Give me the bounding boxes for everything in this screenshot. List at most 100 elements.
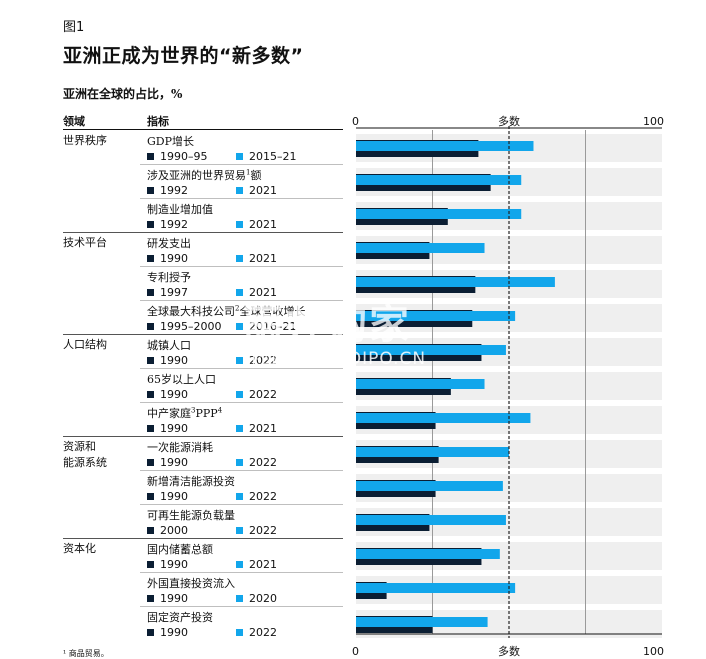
indicator-text: 专利授予 (147, 271, 191, 284)
legend-year: 2021 (249, 422, 277, 435)
legend-year: 2022 (249, 388, 277, 401)
bar-recent (356, 209, 522, 219)
legend-swatch (147, 153, 154, 160)
group-separator (63, 334, 343, 335)
legend-year: 2021 (249, 558, 277, 571)
legend-swatch (236, 187, 243, 194)
legend-item: 2022 (236, 626, 277, 639)
indicator-label: 国内储蓄总额 (147, 541, 213, 557)
legend-item: 2022 (236, 456, 277, 469)
legend-item: 2000 (147, 524, 188, 537)
chart-subtitle: 亚洲在全球的占比，% (63, 87, 183, 101)
legend-item: 1990 (147, 388, 188, 401)
bar-recent (356, 481, 503, 491)
indicator-text: GDP增长 (147, 135, 195, 148)
legend-year: 1990 (160, 558, 188, 571)
majority-label-bottom: 多数 (498, 644, 520, 658)
indicator-text: 涉及亚洲的世界贸易 (147, 169, 246, 182)
legend-swatch (147, 323, 154, 330)
legend-item: 2021 (236, 286, 277, 299)
indicator-label: 涉及亚洲的世界贸易1额 (147, 167, 261, 183)
legend-year: 2021 (249, 252, 277, 265)
legend-item: 1997 (147, 286, 188, 299)
row-separator (140, 572, 343, 573)
tick-label-top: 100 (643, 115, 664, 128)
indicator-text: 一次能源消耗 (147, 441, 213, 454)
indicator-text: 国内储蓄总额 (147, 543, 213, 556)
footnote-marker: 4 (217, 406, 223, 415)
legend-swatch (147, 289, 154, 296)
legend-year: 2021 (249, 286, 277, 299)
legend-item: 1990–95 (147, 150, 208, 163)
indicator-label: 城镇人口 (147, 337, 191, 353)
domain-header: 领域 (63, 115, 85, 128)
majority-label-top: 多数 (498, 114, 520, 128)
legend-item: 1990 (147, 626, 188, 639)
indicator-label: 研发支出 (147, 235, 191, 251)
legend-item: 2022 (236, 524, 277, 537)
group-separator (63, 232, 343, 233)
bar-recent (356, 311, 516, 321)
row-separator (140, 266, 343, 267)
legend-swatch (147, 561, 154, 568)
watermark-text: 企业报告 | POIPO.CN (245, 349, 427, 369)
legend-year: 2021 (249, 184, 277, 197)
bar-recent (356, 515, 506, 525)
domain-label: 资本化 (63, 542, 96, 555)
bar-recent (356, 345, 506, 355)
legend-item: 2021 (236, 252, 277, 265)
legend-year: 2021 (249, 218, 277, 231)
footnote-marker: 2 (235, 304, 240, 313)
legend-swatch (236, 629, 243, 636)
footnote-marker: 3 (191, 406, 196, 415)
legend-swatch (236, 289, 243, 296)
bar-recent (356, 413, 531, 423)
indicator-text: 新增清洁能源投资 (147, 475, 235, 488)
legend-item: 2021 (236, 218, 277, 231)
bar-recent (356, 583, 516, 593)
legend-swatch (147, 357, 154, 364)
legend-item: 2022 (236, 388, 277, 401)
legend-year: 2000 (160, 524, 188, 537)
indicator-label: 制造业增加值 (147, 201, 213, 217)
indicator-text: 固定资产投资 (147, 611, 213, 624)
indicator-suffix: 全球营收增长 (239, 305, 306, 318)
legend-item: 1990 (147, 490, 188, 503)
legend-item: 2021 (236, 422, 277, 435)
legend-year: 1990 (160, 422, 188, 435)
bar-recent (356, 141, 534, 151)
legend-swatch (236, 459, 243, 466)
legend-year: 1990 (160, 388, 188, 401)
legend-swatch (147, 629, 154, 636)
footnote: ¹ 商品贸易。 (63, 649, 109, 658)
legend-item: 1990 (147, 456, 188, 469)
tick-label-bottom: 100 (643, 645, 664, 658)
indicator-text: 城镇人口 (147, 339, 191, 352)
legend-item: 1990 (147, 354, 188, 367)
legend-swatch (147, 391, 154, 398)
legend-item: 2016–21 (236, 320, 297, 333)
bar-recent (356, 243, 485, 253)
legend-swatch (236, 527, 243, 534)
indicator-text: 中产家庭 (147, 407, 191, 420)
legend-year: 2022 (249, 524, 277, 537)
legend-year: 1990 (160, 592, 188, 605)
tick-label-top: 0 (352, 115, 359, 128)
legend-swatch (236, 595, 243, 602)
bar-recent (356, 549, 500, 559)
domain-label: 技术平台 (63, 236, 107, 249)
row-separator (140, 164, 343, 165)
row-separator (140, 300, 343, 301)
domain-label: 人口结构 (63, 338, 107, 351)
legend-item: 1990 (147, 252, 188, 265)
legend-swatch (236, 153, 243, 160)
bar-recent (356, 379, 485, 389)
legend-swatch (236, 255, 243, 262)
legend-item: 2015–21 (236, 150, 297, 163)
indicator-label: 65岁以上人口 (147, 371, 216, 387)
legend-swatch (147, 425, 154, 432)
indicator-header: 指标 (147, 115, 169, 128)
legend-year: 2022 (249, 456, 277, 469)
indicator-text: 制造业增加值 (147, 203, 213, 216)
